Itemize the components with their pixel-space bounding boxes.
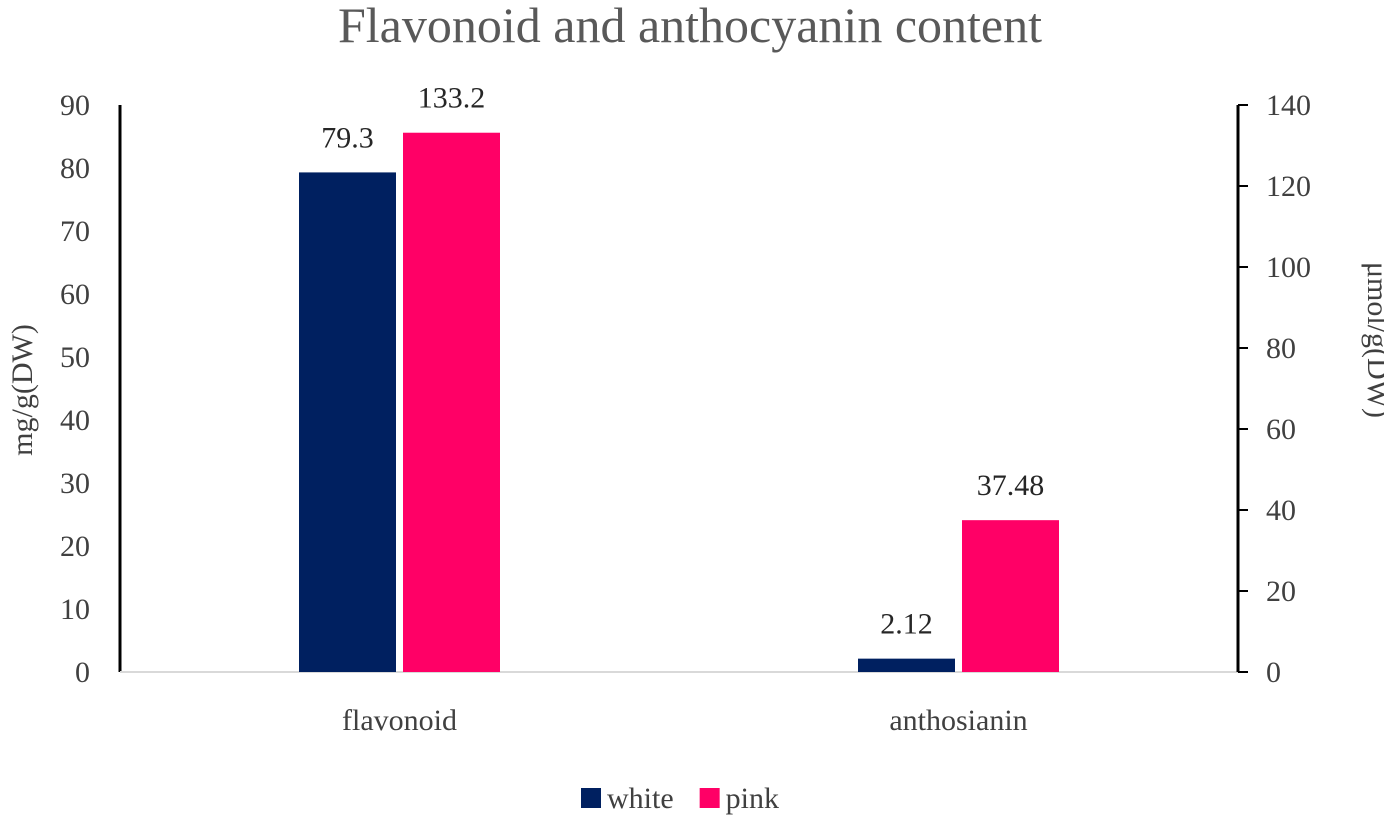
legend-swatch-pink — [699, 788, 720, 808]
data-labels: 79.3 133.2 2.12 37.48 — [321, 82, 1044, 641]
left-tick-label: 80 — [60, 152, 90, 185]
left-tick-label: 20 — [60, 530, 90, 563]
legend-label-white: white — [607, 782, 674, 815]
bars — [299, 132, 1059, 673]
category-label: flavonoid — [342, 704, 457, 737]
left-tick-label: 70 — [60, 215, 90, 248]
chart-title: Flavonoid and anthocyanin content — [338, 0, 1042, 53]
category-labels: flavonoid anthosianin — [342, 704, 1028, 737]
right-tick-label: 40 — [1266, 494, 1296, 527]
right-axis: 0 20 40 60 80 100 120 140 — [1236, 89, 1311, 689]
right-tick-label: 60 — [1266, 413, 1296, 446]
left-tick-label: 50 — [60, 341, 90, 374]
data-label: 37.48 — [977, 469, 1045, 502]
left-tick-label: 0 — [75, 656, 90, 689]
right-tick-label: 140 — [1266, 89, 1311, 122]
legend-swatch-white — [581, 788, 601, 808]
legend: white pink — [581, 782, 779, 815]
data-label: 79.3 — [321, 121, 374, 154]
right-tick-label: 20 — [1266, 575, 1296, 608]
bar-pink-anthosianin — [962, 520, 1059, 672]
right-tick-label: 100 — [1266, 251, 1311, 284]
bar-pink-flavonoid — [403, 132, 500, 673]
left-tick-label: 10 — [60, 593, 90, 626]
y-axis-title: mg/g(DW) — [6, 324, 39, 456]
left-axis: 0 10 20 30 40 50 60 70 80 90 — [60, 89, 1238, 689]
bar-white-anthosianin — [858, 658, 955, 672]
left-tick-label: 30 — [60, 467, 90, 500]
left-tick-label: 40 — [60, 404, 90, 437]
bar-white-flavonoid — [299, 172, 396, 672]
data-label: 133.2 — [418, 82, 486, 115]
category-label: anthosianin — [889, 704, 1027, 737]
right-tick-label: 120 — [1266, 170, 1311, 203]
right-tick-label: 0 — [1266, 656, 1281, 689]
left-tick-label: 90 — [60, 89, 90, 122]
legend-label-pink: pink — [726, 782, 779, 815]
data-label: 2.12 — [880, 608, 933, 641]
y2-axis-title: μmol/g(DW) — [1361, 262, 1384, 418]
left-tick-label: 60 — [60, 278, 90, 311]
right-tick-label: 80 — [1266, 332, 1296, 365]
